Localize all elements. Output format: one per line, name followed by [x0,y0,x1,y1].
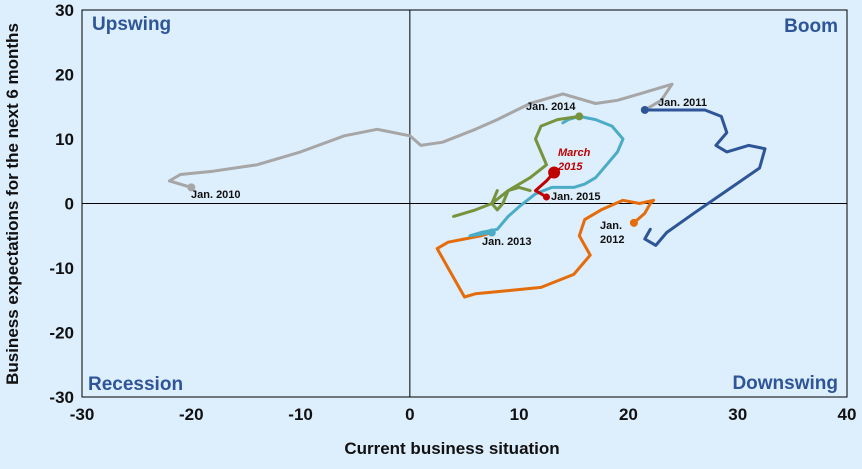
quadrant-label-boom: Boom [784,16,838,37]
y-tick-label: -20 [49,324,74,343]
series-start-marker [640,105,649,114]
annotation-jan-2010: Jan. 2010 [191,189,241,201]
series-line [468,114,625,238]
series-line [435,198,656,299]
series-line [167,82,674,189]
annotation-jan-2011: Jan. 2011 [658,97,707,109]
series-start-marker [575,112,584,121]
series-end-marker-march-2015 [548,166,561,179]
y-tick-label: 0 [65,195,74,214]
x-tick-label: 10 [510,405,529,424]
x-tick-label: -20 [179,405,204,424]
series-start-marker [629,218,638,227]
series-line [452,114,581,218]
series-start-marker [187,183,196,192]
x-tick-label: 20 [619,405,638,424]
y-axis-title: Business expectations for the next 6 mon… [3,23,22,385]
x-tick-labels: -30 -20 -10 0 10 20 30 40 [70,405,857,424]
x-tick-label: 30 [728,405,747,424]
quadrant-label-downswing: Downswing [732,373,838,394]
annotation-jan-2014: Jan. 2014 [526,101,576,113]
quadrant-label-upswing: Upswing [92,14,171,35]
annotation-jan-2012-line1: Jan. [600,220,622,232]
y-tick-label: 30 [55,1,74,20]
y-tick-label: 10 [55,130,74,149]
x-tick-label: 0 [405,405,414,424]
annotation-march-2015-line1: March [558,147,591,159]
y-tick-label: 20 [55,66,74,85]
annotation-jan-2013: Jan. 2013 [482,236,532,248]
y-tick-labels: 30 20 10 0 -10 -20 -30 [49,1,74,407]
x-tick-label: -10 [288,405,313,424]
x-axis-title: Current business situation [344,439,559,458]
series-lines [167,82,767,299]
quadrant-label-recession: Recession [88,374,183,395]
y-tick-label: -30 [49,388,74,407]
series-line [643,108,767,247]
annotation-jan-2012-line2: 2012 [600,234,624,246]
annotation-jan-2015: Jan. 2015 [551,191,601,203]
y-tick-label: -10 [49,259,74,278]
annotation-march-2015-line2: 2015 [557,161,583,173]
series-start-marker [487,228,496,237]
x-tick-label: 40 [838,405,857,424]
x-tick-label: -30 [70,405,95,424]
series-start-marker [542,193,550,201]
